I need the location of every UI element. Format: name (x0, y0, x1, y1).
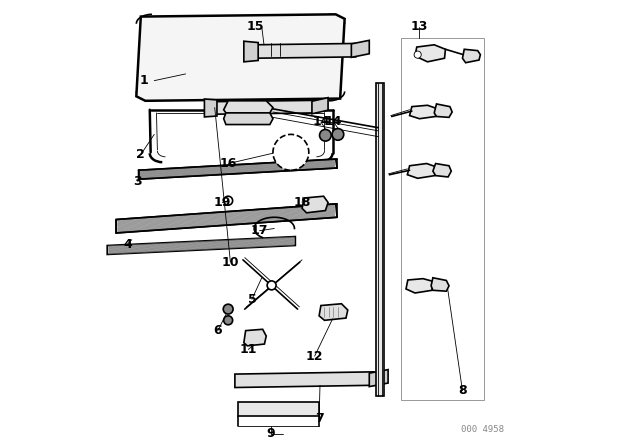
Text: 000 4958: 000 4958 (461, 425, 504, 434)
Text: 14: 14 (324, 115, 342, 129)
Polygon shape (204, 99, 217, 117)
Polygon shape (224, 113, 273, 125)
Polygon shape (235, 372, 374, 388)
Polygon shape (407, 164, 436, 178)
Circle shape (332, 129, 344, 140)
Circle shape (224, 196, 233, 205)
Text: 6: 6 (214, 324, 222, 337)
Polygon shape (369, 370, 388, 387)
Polygon shape (410, 105, 436, 119)
Polygon shape (136, 14, 345, 101)
Text: 5: 5 (248, 293, 256, 306)
Polygon shape (108, 237, 296, 254)
Text: 9: 9 (266, 427, 275, 440)
Polygon shape (312, 98, 328, 114)
Text: 10: 10 (221, 255, 239, 269)
Polygon shape (116, 204, 337, 233)
Text: 18: 18 (293, 196, 311, 209)
Circle shape (319, 129, 332, 141)
Circle shape (267, 281, 276, 290)
Text: 4: 4 (123, 237, 132, 251)
Circle shape (223, 304, 233, 314)
Polygon shape (431, 278, 449, 291)
Polygon shape (435, 104, 452, 117)
Text: 8: 8 (458, 384, 467, 397)
Polygon shape (285, 143, 296, 161)
Polygon shape (406, 279, 433, 293)
Polygon shape (244, 41, 258, 62)
Polygon shape (212, 100, 316, 114)
Text: 1: 1 (140, 74, 148, 87)
Polygon shape (302, 196, 328, 213)
Bar (376, 83, 384, 396)
Text: 3: 3 (133, 175, 142, 188)
Polygon shape (463, 49, 481, 63)
Polygon shape (319, 304, 348, 320)
Polygon shape (415, 45, 445, 62)
Circle shape (224, 316, 233, 325)
Text: 2: 2 (136, 148, 145, 161)
Text: 19: 19 (214, 196, 231, 209)
Polygon shape (253, 43, 356, 58)
Bar (401, 38, 484, 400)
Text: 12: 12 (306, 349, 323, 363)
Polygon shape (224, 101, 273, 113)
Text: 11: 11 (239, 343, 257, 356)
Polygon shape (139, 159, 337, 179)
Text: 13: 13 (411, 20, 428, 34)
Polygon shape (433, 164, 451, 177)
Text: 17: 17 (251, 224, 268, 237)
Polygon shape (351, 40, 369, 57)
Polygon shape (244, 329, 266, 346)
Text: 14: 14 (312, 115, 330, 129)
Circle shape (273, 134, 309, 170)
Bar (239, 402, 319, 416)
Text: 16: 16 (220, 157, 237, 170)
Text: 15: 15 (246, 20, 264, 34)
Circle shape (414, 51, 421, 58)
Text: 7: 7 (315, 412, 323, 426)
